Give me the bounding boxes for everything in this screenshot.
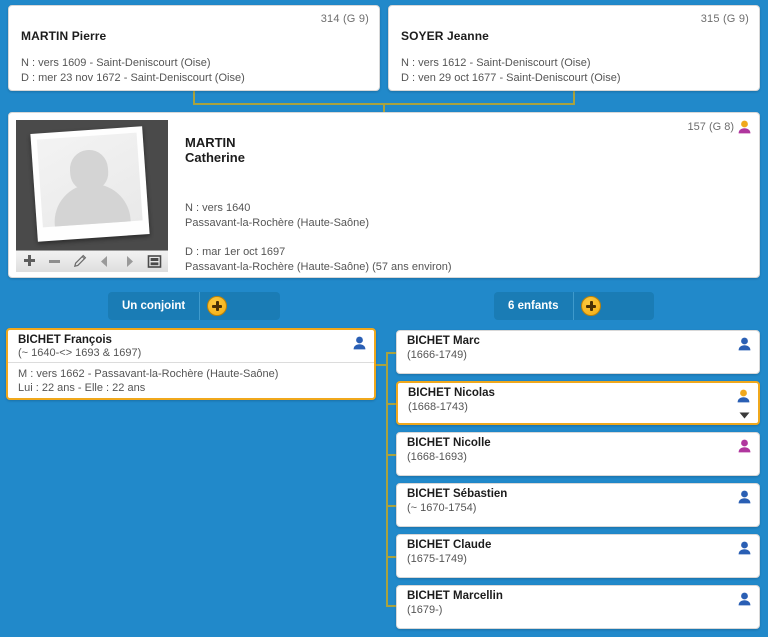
parent-id-code: 315 (G 9) xyxy=(700,13,749,25)
connector-spouse-to-children xyxy=(376,364,388,366)
previous-arrow-icon[interactable] xyxy=(97,254,112,269)
children-count-label: 6 enfants xyxy=(508,300,559,312)
main-person-death-place: Passavant-la-Rochère (Haute-Saône) (57 a… xyxy=(185,261,452,273)
person-male-icon xyxy=(738,337,751,351)
spouse-dates: (~ 1640-<> 1693 & 1697) xyxy=(18,347,142,359)
spouse-header: BICHET François (~ 1640-<> 1693 & 1697) xyxy=(8,330,374,363)
add-media-icon[interactable] xyxy=(22,254,37,269)
child-dates: (1675-1749) xyxy=(407,553,467,565)
person-male-icon xyxy=(353,336,366,350)
spouse-action-bar[interactable]: Un conjoint xyxy=(108,292,280,320)
connector-parent-right-drop xyxy=(573,91,575,105)
connector-main-drop xyxy=(383,103,385,113)
child-dates: (1679-) xyxy=(407,604,443,616)
child-card[interactable]: BICHET Sébastien (~ 1670-1754) xyxy=(396,483,760,527)
connector-child-stub xyxy=(386,403,396,405)
connector-child-stub xyxy=(386,505,396,507)
child-card[interactable]: BICHET Marc (1666-1749) xyxy=(396,330,760,374)
main-person-birth-date: N : vers 1640 xyxy=(185,202,251,214)
child-dates: (1668-1693) xyxy=(407,451,467,463)
parent-events: N : vers 1609 - Saint-Deniscourt (Oise) … xyxy=(21,56,367,86)
connector-children-trunk xyxy=(386,352,388,605)
parent-birth: N : vers 1609 - Saint-Deniscourt (Oise) xyxy=(21,57,211,69)
parent-birth: N : vers 1612 - Saint-Deniscourt (Oise) xyxy=(401,57,591,69)
parent-death: D : ven 29 oct 1677 - Saint-Deniscourt (… xyxy=(401,72,621,84)
child-card[interactable]: BICHET Claude (1675-1749) xyxy=(396,534,760,578)
person-male-icon xyxy=(738,541,751,555)
parent-events: N : vers 1612 - Saint-Deniscourt (Oise) … xyxy=(401,56,747,86)
person-male-icon xyxy=(738,490,751,504)
connector-child-stub xyxy=(386,454,396,456)
parent-id-code: 314 (G 9) xyxy=(320,13,369,25)
person-male-selected-icon xyxy=(737,389,750,403)
child-dates: (1666-1749) xyxy=(407,349,467,361)
main-person-death-date: D : mar 1er oct 1697 xyxy=(185,246,286,258)
main-person-card[interactable]: 157 (G 8) xyxy=(8,112,760,278)
parent-card-mother[interactable]: 315 (G 9) SOYER Jeanne N : vers 1612 - S… xyxy=(388,5,760,91)
child-name: BICHET Nicolle xyxy=(407,437,491,449)
spouse-name: BICHET François xyxy=(18,334,112,346)
main-person-id-wrap: 157 (G 8) xyxy=(688,120,751,134)
parent-name: SOYER Jeanne xyxy=(401,29,489,43)
photo-placeholder[interactable] xyxy=(30,126,150,242)
parent-card-father[interactable]: 314 (G 9) MARTIN Pierre N : vers 1609 - … xyxy=(8,5,380,91)
add-spouse-button[interactable] xyxy=(207,296,228,316)
next-arrow-icon[interactable] xyxy=(122,254,137,269)
main-person-birth-block: N : vers 1640 Passavant-la-Rochère (Haut… xyxy=(185,201,747,231)
chevron-down-icon[interactable] xyxy=(739,412,750,419)
photo-toolbar xyxy=(16,250,168,272)
spouse-count-label: Un conjoint xyxy=(122,300,186,312)
bar-divider xyxy=(199,292,201,320)
child-name: BICHET Marcellin xyxy=(407,590,503,602)
connector-child-stub xyxy=(386,556,396,558)
child-dates: (1668-1743) xyxy=(408,401,468,413)
connector-parent-left-drop xyxy=(193,91,195,105)
connector-child-stub xyxy=(386,352,396,354)
main-person-id-code: 157 (G 8) xyxy=(687,121,734,133)
child-name: BICHET Sébastien xyxy=(407,488,508,500)
filmstrip-icon[interactable] xyxy=(147,254,162,269)
person-female-selected-icon xyxy=(738,120,751,134)
edit-pencil-icon[interactable] xyxy=(72,254,87,269)
photo-panel xyxy=(16,120,168,272)
child-card-selected[interactable]: BICHET Nicolas (1668-1743) xyxy=(396,381,760,425)
child-name: BICHET Marc xyxy=(407,335,480,347)
child-card[interactable]: BICHET Marcellin (1679-) xyxy=(396,585,760,629)
child-name: BICHET Nicolas xyxy=(408,387,495,399)
main-person-surname: MARTIN xyxy=(185,135,236,150)
silhouette-body xyxy=(52,181,132,228)
photo-placeholder-image xyxy=(36,132,143,228)
spouse-ages: Lui : 22 ans - Elle : 22 ans xyxy=(18,382,146,394)
parent-name: MARTIN Pierre xyxy=(21,29,107,43)
person-female-icon xyxy=(738,439,751,453)
bar-divider xyxy=(572,292,574,320)
child-card[interactable]: BICHET Nicolle (1668-1693) xyxy=(396,432,760,476)
children-action-bar[interactable]: 6 enfants xyxy=(494,292,654,320)
connector-child-stub xyxy=(386,605,396,607)
main-person-death-block: D : mar 1er oct 1697 Passavant-la-Rochèr… xyxy=(185,245,747,275)
add-child-button[interactable] xyxy=(580,296,601,316)
child-name: BICHET Claude xyxy=(407,539,492,551)
child-dates: (~ 1670-1754) xyxy=(407,502,477,514)
spouse-marriage: M : vers 1662 - Passavant-la-Rochère (Ha… xyxy=(18,368,279,380)
spouse-card[interactable]: BICHET François (~ 1640-<> 1693 & 1697) … xyxy=(6,328,376,400)
person-male-icon xyxy=(738,592,751,606)
parent-death: D : mer 23 nov 1672 - Saint-Deniscourt (… xyxy=(21,72,245,84)
spouse-union-details: M : vers 1662 - Passavant-la-Rochère (Ha… xyxy=(8,363,374,399)
remove-media-icon[interactable] xyxy=(47,254,62,269)
main-person-details: MARTIN Catherine N : vers 1640 Passavant… xyxy=(185,135,747,275)
main-person-given-name: Catherine xyxy=(185,150,245,165)
main-person-birth-place: Passavant-la-Rochère (Haute-Saône) xyxy=(185,217,370,229)
